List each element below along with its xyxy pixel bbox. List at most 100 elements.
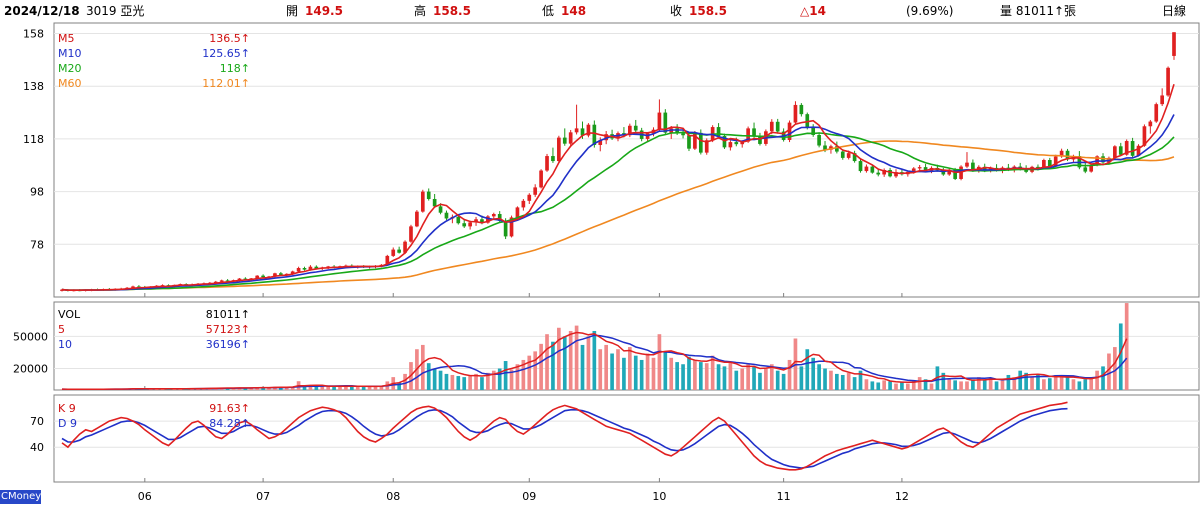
volume-bar: [344, 386, 348, 390]
candle-body: [237, 278, 242, 281]
volume-bar: [953, 380, 957, 390]
candle-body: [1124, 141, 1129, 155]
volume-bar: [397, 382, 401, 390]
volume-bar: [846, 372, 851, 390]
candle-body: [752, 128, 756, 137]
candle-body: [486, 216, 490, 223]
candle-body: [314, 266, 319, 269]
ma5-line: [61, 83, 1175, 292]
candle-body: [562, 137, 567, 144]
volume-bar: [775, 370, 780, 390]
volume-bar: [710, 355, 715, 390]
header-close-label: 收: [670, 4, 683, 18]
volume-bar: [486, 372, 490, 390]
legend-m60-name: M60: [58, 77, 82, 90]
x-axis-label: 10: [652, 490, 666, 503]
volume-bar: [361, 386, 366, 390]
legend-vol-name: VOL: [58, 308, 81, 321]
volume-bar: [817, 364, 821, 390]
price-tick-label: 138: [23, 80, 44, 93]
candle-body: [799, 104, 804, 115]
candle-body: [302, 268, 307, 270]
volume-bar: [432, 368, 437, 390]
volume-bar: [740, 368, 745, 390]
price-tick-label: 78: [30, 238, 44, 251]
volume-bar: [503, 361, 508, 390]
ma10-line: [61, 114, 1175, 292]
candle-body: [675, 128, 679, 134]
price-legend: M5 136.5↑ M10 125.65↑ M20 118↑ M60 112.0…: [58, 32, 254, 92]
volume-bar: [651, 357, 656, 390]
volume-bar: [574, 325, 579, 390]
candle-body: [982, 166, 987, 172]
volume-bar: [994, 381, 999, 390]
header-close-value: 158.5: [689, 4, 727, 18]
volume-bar: [468, 376, 472, 390]
x-axis-label: 06: [138, 490, 152, 503]
candle-body: [888, 170, 892, 177]
candle-body: [497, 214, 502, 221]
volume-bar: [1101, 366, 1105, 390]
volume-bar: [888, 381, 892, 390]
legend-d: D 9 84.28↑: [58, 417, 254, 431]
candle-body: [509, 217, 514, 237]
volume-bar: [1113, 347, 1117, 390]
volume-bar: [811, 357, 816, 390]
volume-bar: [320, 386, 325, 390]
legend-m20-value: 118↑: [219, 62, 250, 75]
volume-bar: [627, 347, 632, 390]
candle-body: [793, 104, 798, 123]
candle-body: [438, 206, 443, 213]
volume-bar: [610, 353, 614, 390]
legend-d-value: 84.28↑: [209, 417, 250, 430]
volume-bar: [758, 372, 762, 390]
candle-body: [426, 191, 431, 199]
volume-bar: [1018, 370, 1023, 390]
volume-bar: [805, 349, 810, 390]
legend-m60-value: 112.01↑: [202, 77, 250, 90]
candle-body: [1083, 167, 1088, 172]
volume-bar: [781, 373, 786, 390]
candle-body: [456, 216, 461, 224]
volume-bar: [669, 357, 674, 390]
candle-body: [716, 127, 721, 137]
volume-bar: [852, 377, 857, 390]
panel-frame-1: [53, 22, 1200, 298]
volume-bar: [598, 349, 603, 390]
candle-body: [219, 280, 224, 282]
volume-bar: [1000, 379, 1005, 390]
candle-body: [864, 166, 869, 172]
candle-body: [1160, 95, 1165, 105]
volume-bar: [764, 368, 768, 390]
volume-bar: [586, 336, 591, 390]
candle-body: [326, 266, 331, 268]
volume-bar: [911, 380, 916, 390]
volume-bar: [1083, 379, 1088, 390]
candle-body: [971, 162, 975, 171]
volume-bar: [521, 359, 526, 390]
legend-m20-name: M20: [58, 62, 82, 75]
candle-body: [1089, 165, 1094, 172]
volume-legend: VOL 81011↑ 5 57123↑ 10 36196↑: [58, 308, 254, 354]
candle-body: [947, 169, 952, 175]
volume-bar: [379, 386, 384, 390]
header-low-value: 148: [561, 4, 587, 18]
candle-body: [835, 146, 839, 152]
volume-bar: [923, 379, 928, 390]
volume-bar: [882, 380, 887, 390]
legend-k-value: 91.63↑: [209, 402, 250, 415]
candle-body: [911, 168, 916, 172]
candle-body: [627, 125, 632, 136]
candle-body: [769, 121, 774, 132]
candle-body: [633, 125, 638, 131]
candle-body: [527, 194, 532, 201]
candle-body: [403, 241, 407, 253]
volume-bar: [752, 366, 756, 390]
x-axis-label: 11: [777, 490, 791, 503]
candle-body: [728, 142, 733, 148]
candle-body: [852, 153, 857, 162]
volume-bar: [982, 380, 987, 390]
volume-bar: [373, 386, 378, 390]
candle-body: [693, 132, 697, 149]
